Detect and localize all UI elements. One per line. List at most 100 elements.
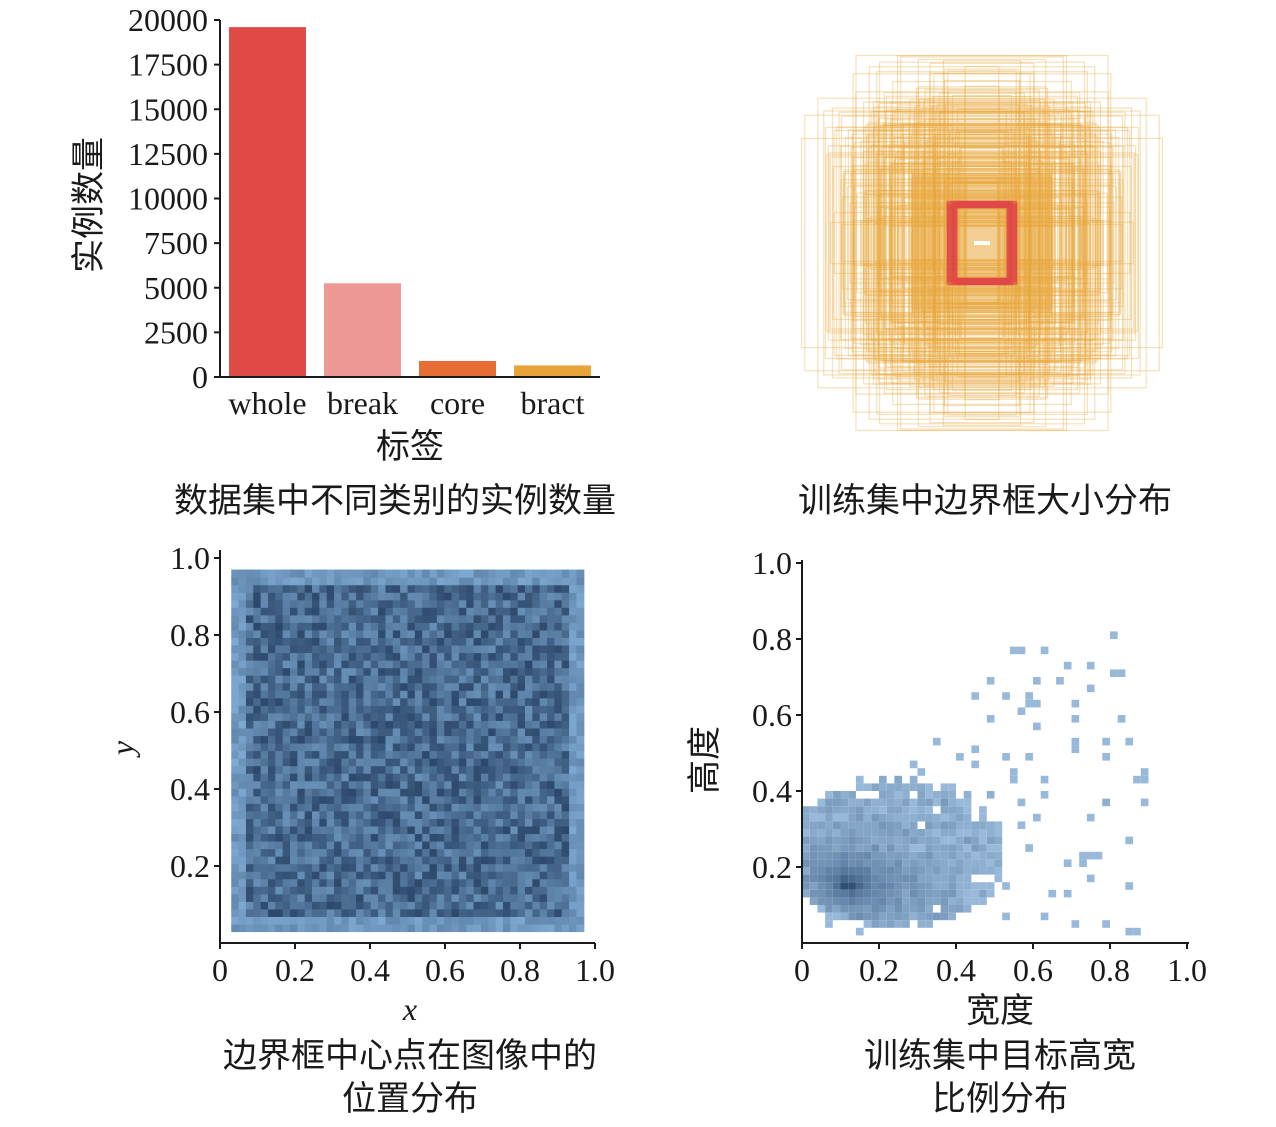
center-heat-cell xyxy=(569,908,578,917)
center-heat-cell xyxy=(407,750,416,759)
ratio-heat-cell xyxy=(917,783,926,791)
center-heat-cell xyxy=(444,660,453,669)
center-heat-cell xyxy=(422,765,431,774)
center-heat-cell xyxy=(282,607,291,616)
center-heat-cell xyxy=(495,742,504,752)
center-heat-cell xyxy=(510,577,519,586)
ratio-heat-cell xyxy=(871,912,879,921)
ratio-heat-cell xyxy=(956,813,964,822)
ratio-heat-cell xyxy=(917,867,926,875)
center-heat-cell xyxy=(436,735,445,744)
center-heat-cell xyxy=(436,840,445,850)
center-heat-cell xyxy=(473,584,482,593)
center-heat-cell xyxy=(495,720,504,729)
center-heat-cell xyxy=(319,584,328,593)
center-heat-cell xyxy=(561,901,570,910)
center-heat-cell xyxy=(245,825,254,835)
center-heat-cell xyxy=(576,727,585,737)
center-heat-cell xyxy=(510,727,519,737)
center-heat-cell xyxy=(576,592,585,601)
center-heat-cell xyxy=(260,592,269,601)
center-heat-cell xyxy=(444,652,453,661)
center-heat-cell xyxy=(253,735,262,744)
box-outline xyxy=(882,124,1082,362)
ratio-y-tick-label: 0.2 xyxy=(752,849,792,885)
center-heat-cell xyxy=(466,614,475,623)
center-heat-cell xyxy=(319,682,328,691)
center-heat-cell xyxy=(385,788,394,797)
center-heat-cell xyxy=(495,871,504,880)
center-heat-cell xyxy=(392,720,401,729)
center-heat-cell xyxy=(539,690,548,699)
center-heat-cell xyxy=(275,871,284,880)
center-heat-cell xyxy=(407,637,416,646)
center-heat-cell xyxy=(466,758,475,767)
center-heat-cell xyxy=(561,803,570,812)
center-heat-cell xyxy=(392,916,401,925)
ratio-heat-cell xyxy=(802,889,810,898)
ratio-heat-cell xyxy=(863,806,872,814)
center-heat-cell xyxy=(480,901,489,910)
center-heat-cell xyxy=(282,652,291,661)
center-heat-cell xyxy=(297,727,306,737)
center-heat-cell xyxy=(341,788,350,797)
center-heat-cell xyxy=(378,705,387,714)
center-heat-cell xyxy=(547,675,555,684)
center-heat-cell xyxy=(473,742,482,752)
center-heat-cell xyxy=(466,901,475,910)
center-heat-cell xyxy=(466,682,475,691)
center-heat-cell xyxy=(517,788,526,797)
center-heat-cell xyxy=(238,592,247,601)
center-heat-cell xyxy=(392,901,401,910)
center-heat-cell xyxy=(444,825,453,835)
center-heat-cell xyxy=(312,863,320,872)
center-heat-cell xyxy=(378,592,387,601)
center-heat-cell xyxy=(400,675,409,684)
center-heat-cell xyxy=(304,750,313,759)
center-heat-cell xyxy=(576,584,585,593)
center-x-tick-label: 0 xyxy=(212,952,228,988)
center-heat-cell xyxy=(319,727,328,737)
center-heat-cell xyxy=(378,614,387,623)
center-heat-cell xyxy=(319,810,328,819)
center-heat-cell xyxy=(334,886,343,895)
center-heat-cell xyxy=(363,818,372,827)
center-heat-cell xyxy=(407,697,416,706)
center-heat-cell xyxy=(356,569,365,578)
center-heat-cell xyxy=(290,742,298,752)
box-outline xyxy=(828,152,1136,334)
center-heat-cell xyxy=(495,825,504,835)
center-heat-cell xyxy=(444,614,453,623)
center-heat-cell xyxy=(385,856,394,865)
center-heat-cell xyxy=(495,682,504,691)
center-heat-cell xyxy=(267,577,276,586)
center-heat-cell xyxy=(407,856,416,865)
ratio-heat-cell xyxy=(1017,821,1026,829)
center-heat-cell xyxy=(525,916,533,925)
center-heat-cell xyxy=(495,848,504,857)
ratio-heat-cell xyxy=(986,715,995,723)
center-heat-cell xyxy=(422,712,431,721)
box-outline xyxy=(911,164,1053,322)
center-heat-cell xyxy=(466,840,475,850)
ratio-heat-cell xyxy=(940,783,949,791)
center-heat-cell xyxy=(502,644,511,654)
box-outline-small xyxy=(951,204,1013,282)
center-heat-cell xyxy=(525,795,533,804)
ratio-heat-cell xyxy=(894,867,903,875)
center-heat-cell xyxy=(488,682,497,691)
center-heat-cell xyxy=(385,893,394,902)
center-heat-cell xyxy=(466,629,475,639)
center-heat-cell xyxy=(326,758,335,767)
center-heat-cell xyxy=(532,893,541,902)
ratio-heat-cell xyxy=(986,821,995,829)
ratio-heat-cell xyxy=(979,836,987,845)
ratio-heat-cell xyxy=(971,745,980,753)
center-heat-cell xyxy=(422,750,431,759)
center-heat-cell xyxy=(502,720,511,729)
ratio-heat-cell xyxy=(832,821,841,829)
center-heat-cell xyxy=(348,908,357,917)
ratio-x-tick-label: 0.4 xyxy=(936,952,976,988)
center-heat-cell xyxy=(275,675,284,684)
ratio-heat-cell xyxy=(817,882,826,890)
